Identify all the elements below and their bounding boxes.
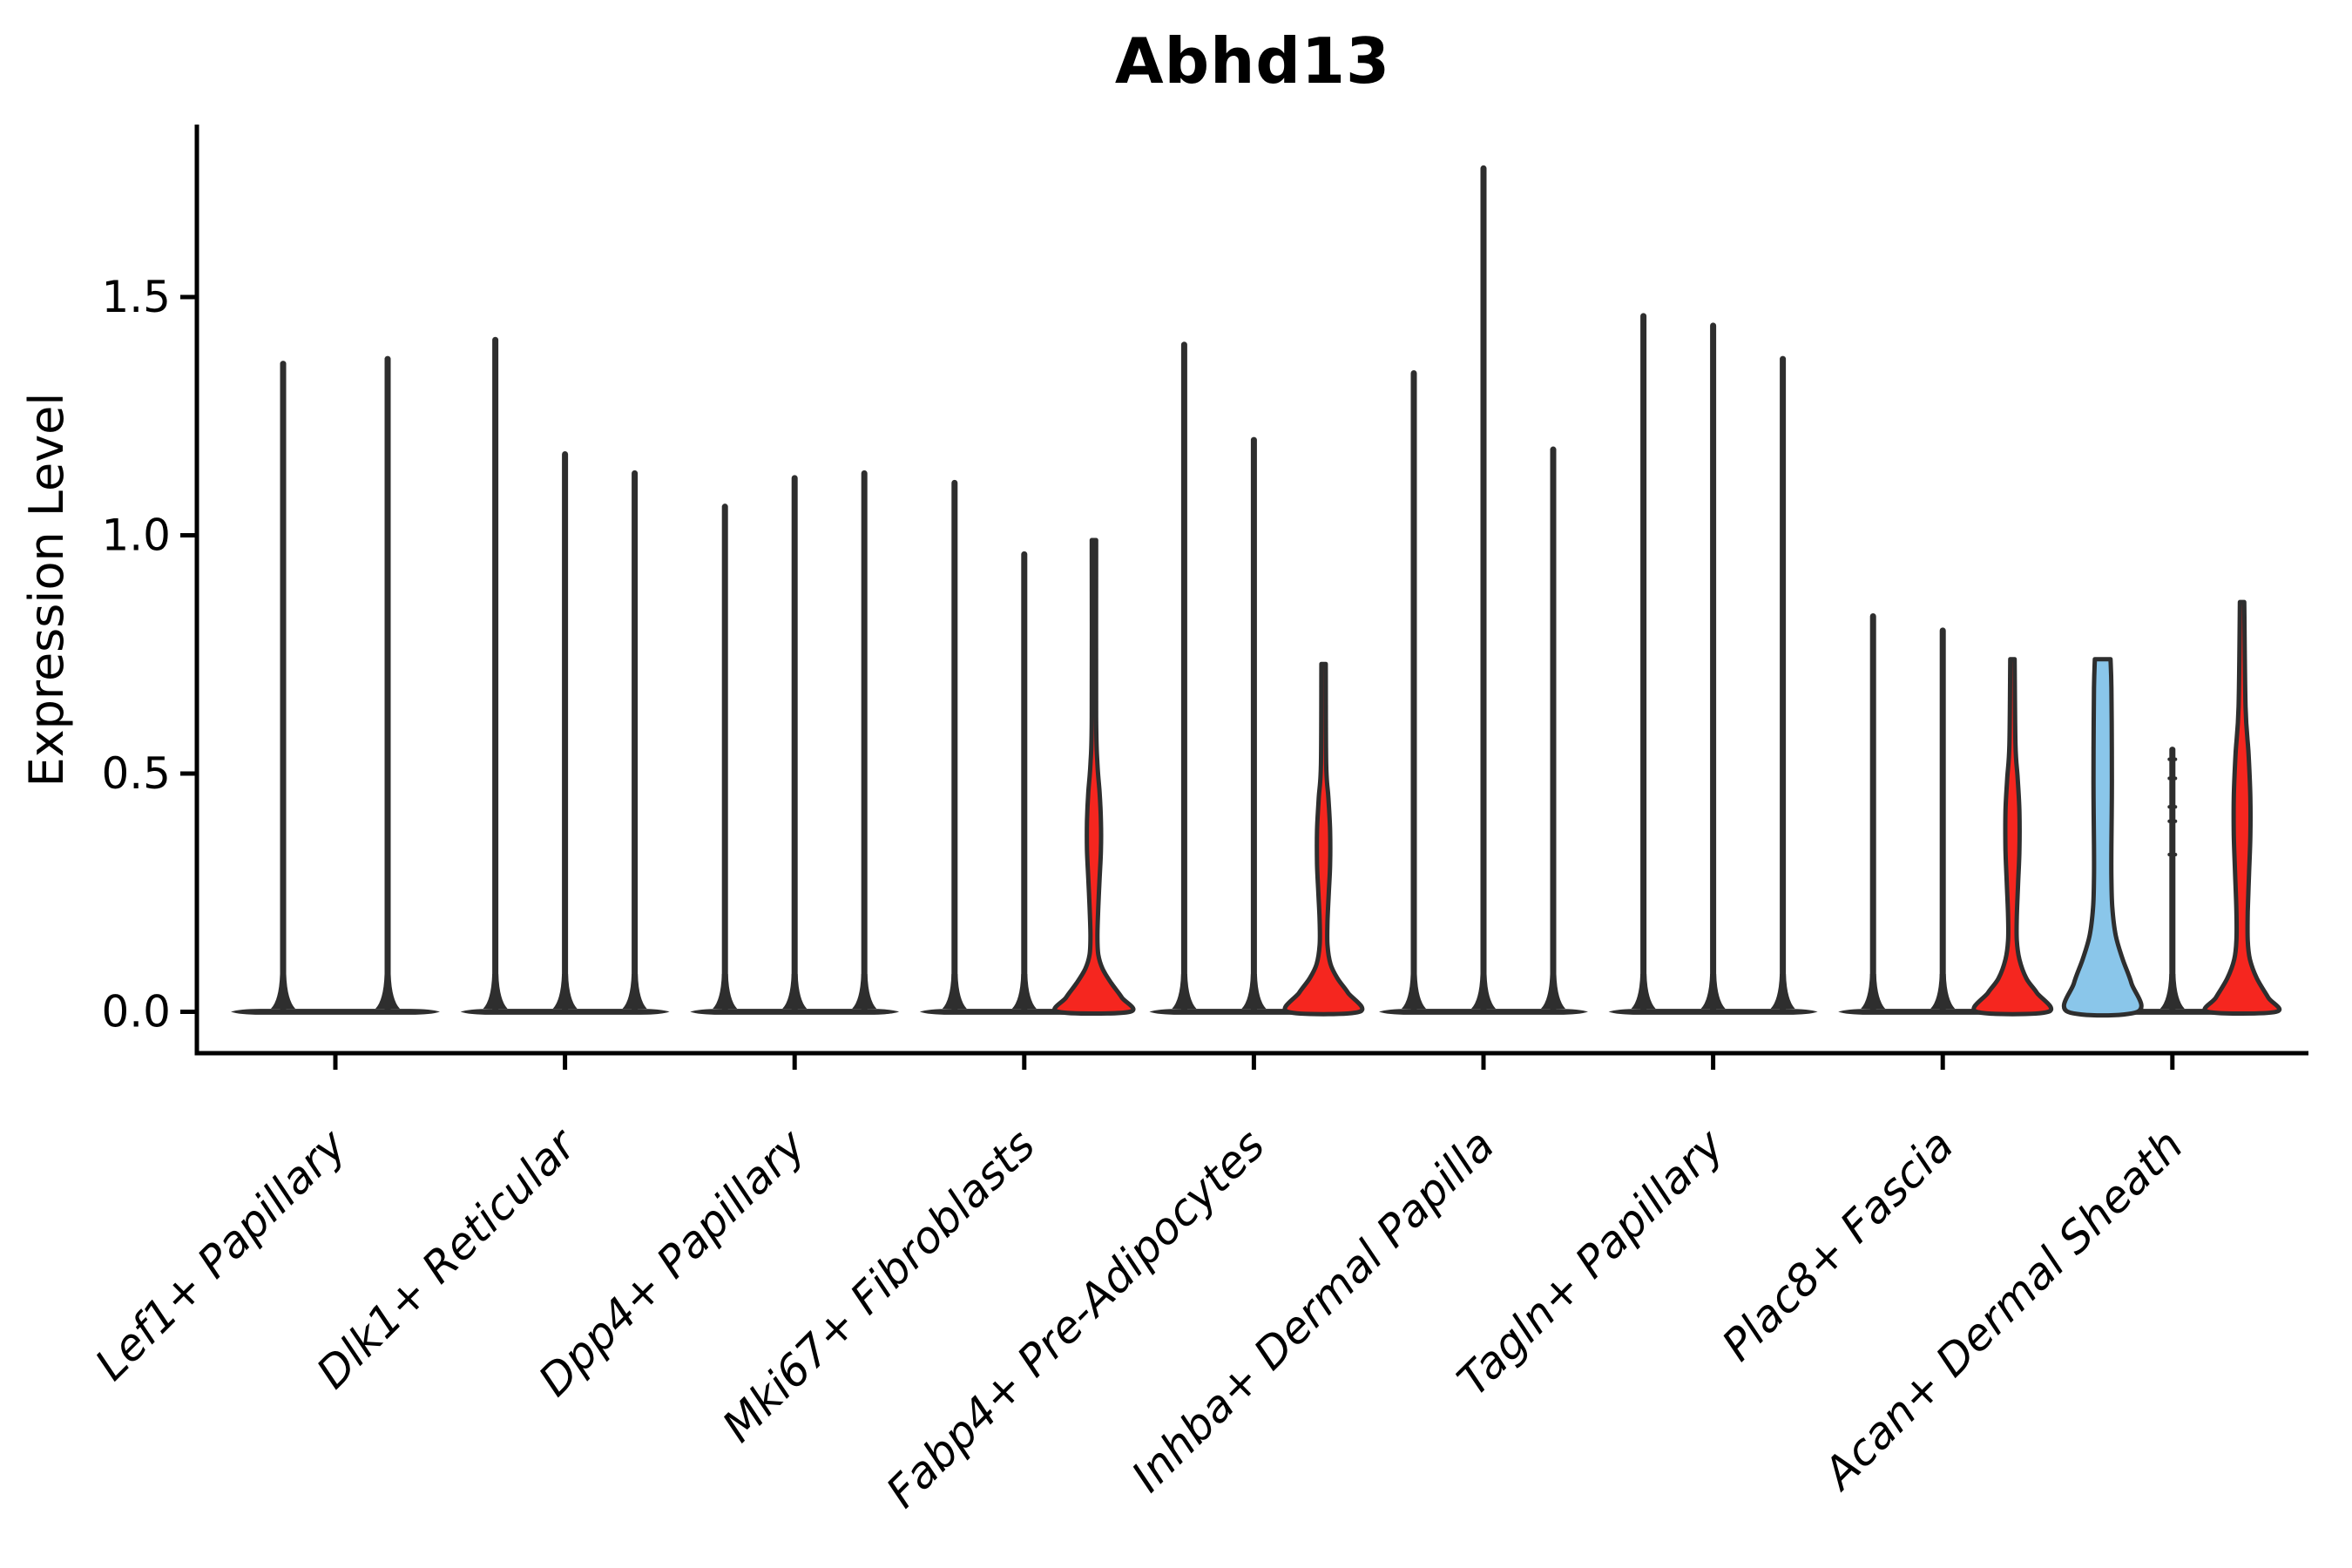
- y-tick-label: 1.0: [101, 510, 171, 561]
- y-tick-label: 0.0: [101, 987, 171, 1037]
- violin-base-bar: [231, 1009, 440, 1015]
- y-tick-label: 1.5: [101, 272, 171, 322]
- chart-title: Abhd13: [1114, 24, 1391, 98]
- violin-spike-dash: [2167, 852, 2178, 856]
- violin-filled-red: [1971, 657, 2054, 1017]
- violin-spike-dash: [2167, 776, 2178, 781]
- violin-filled-red: [2202, 599, 2282, 1016]
- x-tick-label: Inhba+ Dermal Papilla: [1122, 1119, 1504, 1501]
- violin-spike-dash: [2167, 757, 2178, 761]
- x-tick-label: Lef1+ Papillary: [85, 1119, 356, 1389]
- violin-spike-dash: [2167, 819, 2178, 823]
- y-axis-label: Expression Level: [19, 393, 74, 787]
- violin-filled-red: [1052, 537, 1136, 1017]
- violin-filled-blue: [2061, 657, 2144, 1018]
- violin-filled-red: [1282, 661, 1365, 1017]
- x-tick-label: Plac8+ Fascia: [1713, 1119, 1963, 1370]
- violin-spike-dash: [2167, 805, 2178, 809]
- x-tick-label: Fabp4+ Pre-Adipocytes: [876, 1119, 1274, 1517]
- y-tick-label: 0.5: [101, 748, 171, 799]
